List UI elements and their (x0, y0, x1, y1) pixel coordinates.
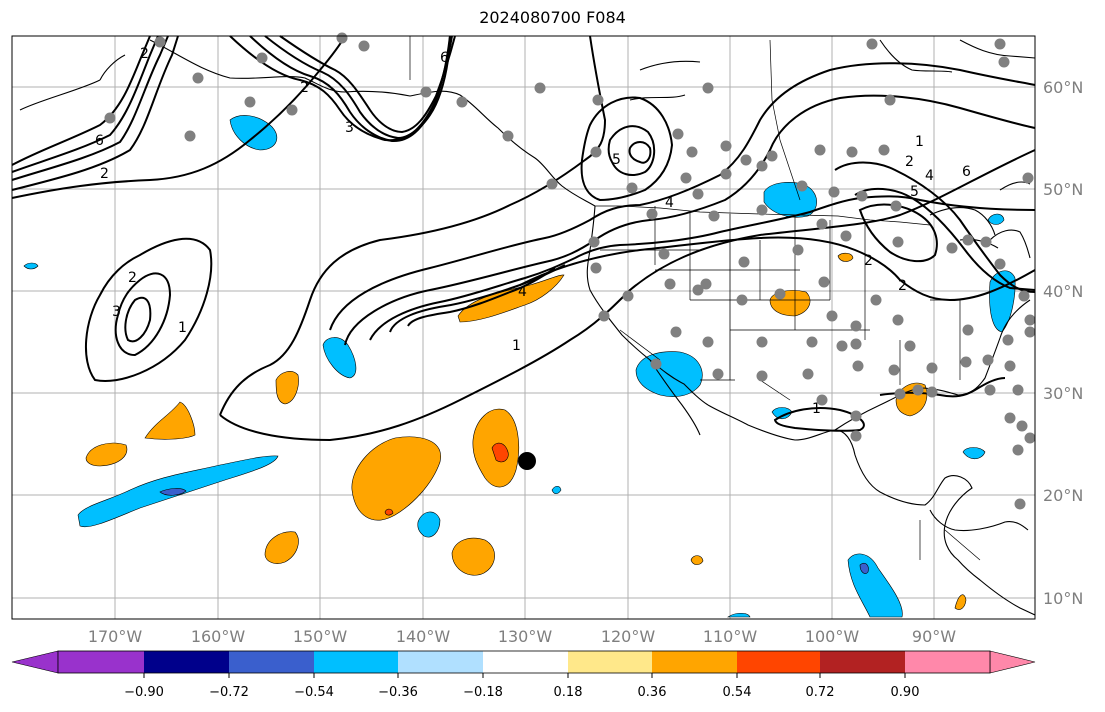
lat-label: 20°N (1043, 486, 1083, 505)
map-panel (12, 36, 1035, 619)
lat-label: 50°N (1043, 180, 1083, 199)
contour-label: 5 (612, 152, 621, 168)
colorbar-tick-label: −0.90 (124, 685, 164, 700)
station-dots (104, 32, 1036, 510)
lat-label: 60°N (1043, 78, 1083, 97)
colorbar-segment (58, 651, 144, 673)
contour-label: 1 (812, 401, 821, 417)
lon-label: 160°W (191, 627, 246, 646)
lon-label: 170°W (88, 627, 143, 646)
colorbar-tick-label: 0.54 (723, 685, 752, 700)
colorbar-tick-label: −0.36 (378, 685, 418, 700)
colorbar-upper-extension (989, 650, 1036, 674)
colorbar-segment (820, 651, 905, 673)
contour-label: 2 (905, 154, 914, 170)
contour-label: 1 (512, 338, 521, 354)
colorbar-segment (314, 651, 398, 673)
contour-label-group: 6 2 6 2 3 2 1 3 2 5 4 1 4 5 2 6 4 1 2 1 … (95, 46, 971, 417)
contour-label: 2 (128, 270, 137, 286)
lat-label: 10°N (1043, 589, 1083, 608)
lon-label: 90°W (912, 627, 956, 646)
contour-label: 3 (345, 120, 354, 136)
lon-label: 150°W (293, 627, 348, 646)
colorbar-segment (568, 651, 652, 673)
contour-label: 1 (178, 320, 187, 336)
lon-label: 100°W (805, 627, 860, 646)
colorbar-segment (483, 651, 568, 673)
lat-label: 40°N (1043, 282, 1083, 301)
contour-label: 4 (518, 284, 527, 300)
colorbar-segment (737, 651, 820, 673)
contour-label: 2 (898, 278, 907, 294)
latitude-labels: 60°N 50°N 40°N 30°N 20°N 10°N (1043, 78, 1083, 608)
positive-anomaly-shading (85, 252, 967, 610)
lon-label: 140°W (396, 627, 451, 646)
colorbar-tick-label: 0.18 (554, 685, 583, 700)
longitude-labels: 170°W 160°W 150°W 140°W 130°W 120°W 110°… (88, 627, 956, 646)
contour-label: 2 (140, 46, 149, 62)
map-title: 2024080700 F084 (479, 8, 626, 27)
colorbar-tick-label: 0.72 (806, 685, 835, 700)
contour-label: 2 (100, 166, 109, 182)
colorbar-tick-label: −0.18 (463, 685, 503, 700)
contour-label: 2 (864, 253, 873, 269)
colorbar-lower-extension (11, 650, 59, 674)
lon-label: 130°W (498, 627, 553, 646)
negative-anomaly-shading (23, 115, 1016, 618)
contour-label: 1 (915, 134, 924, 150)
contour-label: 6 (95, 133, 104, 149)
colorbar-tick-label: −0.72 (209, 685, 249, 700)
colorbar-segment (398, 651, 483, 673)
contour-label: 6 (962, 164, 971, 180)
colorbar: −0.90 −0.72 −0.54 −0.36 −0.18 0.18 0.36 … (11, 650, 1036, 700)
political-borders (409, 36, 981, 561)
contour-label: 3 (112, 304, 121, 320)
map-frame (11, 35, 1036, 620)
colorbar-segment (905, 651, 990, 673)
storm-center-marker (518, 452, 536, 470)
contour-label: 4 (665, 195, 674, 211)
lat-label: 30°N (1043, 384, 1083, 403)
colorbar-segment (229, 651, 314, 673)
colorbar-tick-label: −0.54 (294, 685, 334, 700)
colorbar-tick-label: 0.90 (891, 685, 920, 700)
lon-label: 110°W (703, 627, 758, 646)
colorbar-tick-label: 0.36 (638, 685, 667, 700)
contour-label: 4 (925, 168, 934, 184)
colorbar-segment (144, 651, 229, 673)
colorbar-segment (652, 651, 737, 673)
contour-label: 2 (300, 80, 309, 96)
lon-label: 120°W (601, 627, 656, 646)
contour-label: 6 (440, 50, 449, 66)
contour-label: 5 (910, 184, 919, 200)
